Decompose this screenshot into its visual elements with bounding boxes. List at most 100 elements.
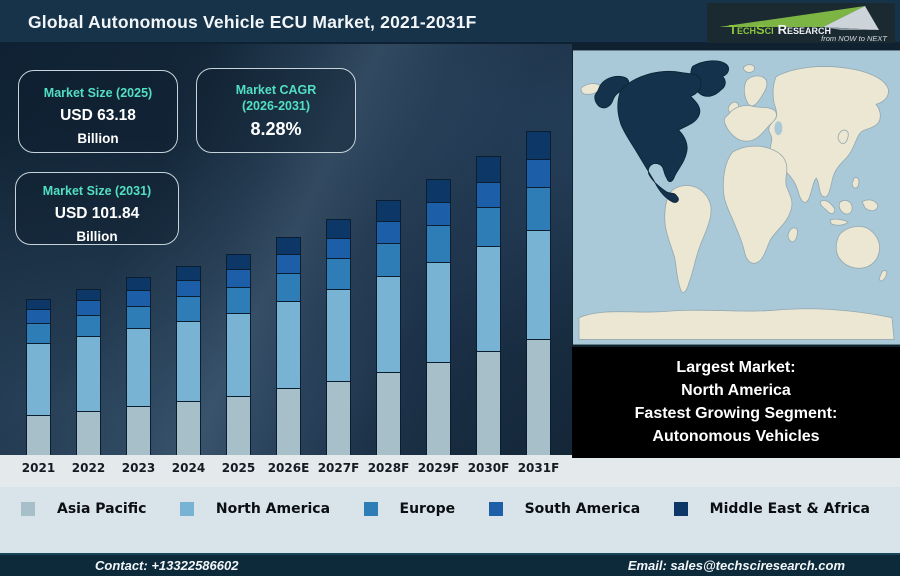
bar-segment-north-america-2029F bbox=[427, 262, 450, 364]
legend-item-europe: Europe bbox=[363, 501, 456, 517]
chart-panel: Market Size (2025) USD 63.18 Billion Mar… bbox=[0, 44, 572, 455]
stat-value: USD 63.18 bbox=[60, 107, 136, 124]
stat-unit: Billion bbox=[76, 229, 118, 244]
stat-label: Market Size (2031) bbox=[42, 184, 152, 198]
bar-segment-north-america-2026E bbox=[277, 302, 300, 390]
region-australia bbox=[835, 226, 881, 269]
bar-segment-asia-pacific-2022 bbox=[77, 411, 100, 455]
bar-segment-north-america-2021 bbox=[27, 344, 50, 417]
footer-bar: Contact: +13322586602 Email: sales@techs… bbox=[0, 553, 900, 576]
bar-segment-asia-pacific-2025 bbox=[227, 396, 250, 455]
region-europe bbox=[723, 105, 777, 142]
bar-segment-middle-east-africa-2024 bbox=[177, 266, 200, 281]
bar-segment-south-america-2022 bbox=[77, 300, 100, 316]
bar-segment-asia-pacific-2023 bbox=[127, 407, 150, 455]
legend-item-south-america: South America bbox=[488, 501, 641, 517]
bar-segment-middle-east-africa-2026E bbox=[277, 238, 300, 256]
stat-unit: Billion bbox=[77, 131, 119, 146]
axis-label-2022: 2022 bbox=[71, 461, 106, 475]
axis-label-2030F: 2030F bbox=[467, 461, 510, 475]
footer-email: Email: sales@techsciresearch.com bbox=[627, 558, 845, 573]
bar-segment-south-america-2025 bbox=[227, 270, 250, 288]
bar-segment-asia-pacific-2029F bbox=[427, 363, 450, 455]
bar-segment-europe-2031F bbox=[527, 187, 550, 231]
stacked-bar-2025 bbox=[226, 254, 251, 455]
page-title: Global Autonomous Vehicle ECU Market, 20… bbox=[28, 12, 477, 32]
bar-segment-europe-2021 bbox=[27, 324, 50, 345]
stat-box-market-size-2025: Market Size (2025) USD 63.18 Billion bbox=[18, 70, 178, 153]
bar-segment-south-america-2030F bbox=[477, 182, 500, 209]
bar-segment-south-america-2026E bbox=[277, 255, 300, 274]
bar-segment-middle-east-africa-2022 bbox=[77, 289, 100, 301]
logo-wordmark: TechSci Research bbox=[729, 22, 831, 37]
region-new-guinea bbox=[861, 199, 879, 212]
legend-swatch-north-america bbox=[179, 502, 194, 516]
region-chukotka bbox=[580, 83, 602, 95]
region-iceland bbox=[742, 64, 755, 73]
legend-label-south-america: South America bbox=[524, 501, 641, 517]
region-alaska-highlighted bbox=[594, 76, 630, 109]
stacked-bar-chart bbox=[0, 44, 572, 455]
axis-label-2029F: 2029F bbox=[417, 461, 460, 475]
bar-segment-europe-2029F bbox=[427, 226, 450, 263]
axis-label-2028F: 2028F bbox=[367, 461, 410, 475]
legend-swatch-europe bbox=[363, 502, 378, 516]
bar-segment-middle-east-africa-2031F bbox=[527, 131, 550, 161]
bar-segment-north-america-2022 bbox=[77, 337, 100, 412]
bar-segment-europe-2022 bbox=[77, 315, 100, 338]
axis-label-2023: 2023 bbox=[121, 461, 156, 475]
legend-label-europe: Europe bbox=[399, 501, 456, 517]
chart-legend: Asia Pacific North America Europe South Ame… bbox=[0, 501, 900, 517]
footer-contact: Contact: +13322586602 bbox=[95, 558, 239, 573]
callout-line: Largest Market: bbox=[676, 359, 796, 376]
bar-segment-north-america-2023 bbox=[127, 329, 150, 408]
stat-value: USD 101.84 bbox=[54, 205, 140, 222]
title-bar: Global Autonomous Vehicle ECU Market, 20… bbox=[0, 0, 900, 44]
logo-arrow-silver bbox=[823, 6, 879, 30]
bar-segment-south-america-2028F bbox=[377, 222, 400, 244]
bar-segment-asia-pacific-2030F bbox=[477, 352, 500, 455]
legend-swatch-asia-pacific bbox=[21, 502, 35, 516]
axis-label-2027F: 2027F bbox=[317, 461, 360, 475]
bar-segment-north-america-2024 bbox=[177, 321, 200, 403]
bar-segment-europe-2027F bbox=[327, 259, 350, 290]
stacked-bar-2023 bbox=[126, 277, 151, 455]
callout-line: North America bbox=[681, 382, 791, 399]
region-scandinavia bbox=[743, 75, 768, 107]
bar-segment-asia-pacific-2027F bbox=[327, 381, 350, 455]
legend-label-middle-east-africa: Middle East & Africa bbox=[709, 501, 870, 517]
callout-line: Autonomous Vehicles bbox=[652, 428, 820, 445]
bar-segment-europe-2025 bbox=[227, 287, 250, 314]
bar-segment-asia-pacific-2024 bbox=[177, 402, 200, 455]
bar-segment-south-america-2023 bbox=[127, 290, 150, 307]
region-asia bbox=[768, 66, 889, 203]
logo-arrow-green bbox=[719, 6, 865, 27]
stacked-bar-2021 bbox=[26, 299, 51, 455]
bar-segment-europe-2028F bbox=[377, 243, 400, 278]
world-map-svg bbox=[573, 50, 900, 345]
bar-segment-middle-east-africa-2029F bbox=[427, 179, 450, 203]
bar-segment-south-america-2031F bbox=[527, 160, 550, 188]
legend-swatch-south-america bbox=[488, 502, 503, 516]
region-madagascar bbox=[787, 227, 798, 243]
region-south-america bbox=[664, 185, 712, 293]
techsci-logo: TechSci Research from NOW to NEXT bbox=[707, 3, 895, 43]
legend-label-north-america: North America bbox=[215, 501, 331, 517]
stacked-bar-2028F bbox=[376, 199, 401, 455]
largest-market-callout: Largest Market: North America Fastest Gr… bbox=[572, 347, 900, 458]
callout-line: Fastest Growing Segment: bbox=[634, 405, 838, 422]
axis-label-2025: 2025 bbox=[221, 461, 256, 475]
stacked-bar-2029F bbox=[426, 178, 451, 455]
bar-segment-south-america-2021 bbox=[27, 310, 50, 325]
region-antarctica bbox=[578, 308, 895, 340]
bar-segment-middle-east-africa-2025 bbox=[227, 255, 250, 271]
stat-label: (2026-2031) bbox=[241, 99, 311, 113]
bar-segment-asia-pacific-2026E bbox=[277, 389, 300, 455]
region-borneo bbox=[838, 199, 853, 215]
bottom-strip: 2021 2022 2023 2024 2025 2026E 2027F 2028F 2029F… bbox=[0, 455, 900, 553]
right-column: Largest Market: North America Fastest Gr… bbox=[572, 44, 900, 458]
stacked-bar-2026E bbox=[276, 237, 301, 455]
axis-label-2031F: 2031F bbox=[517, 461, 560, 475]
stacked-bar-2030F bbox=[476, 155, 501, 455]
stat-label: Market CAGR bbox=[235, 83, 317, 97]
